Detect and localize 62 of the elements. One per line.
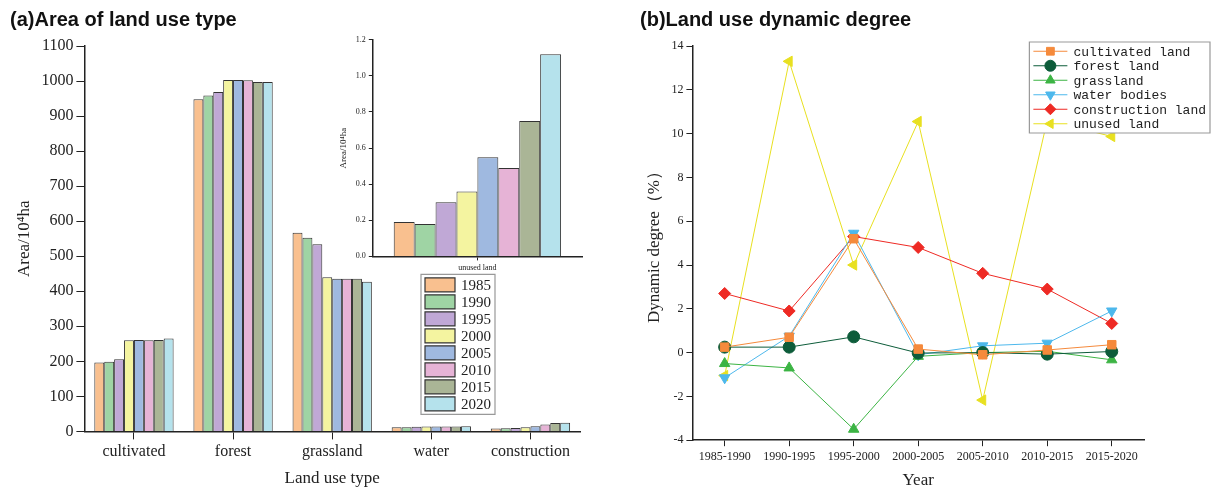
legend-label: forest land [1073, 59, 1160, 75]
y-tick-label: 0.6 [355, 143, 366, 153]
x-tick-label: 2005-2010 [956, 448, 1009, 463]
y-tick-label: 8 [677, 169, 684, 184]
legend-label: unused land [1073, 117, 1160, 133]
x-tick-label: water [413, 442, 450, 460]
y-tick-label: 500 [49, 246, 74, 264]
y-tick-label: 2 [677, 300, 684, 315]
x-tick-label: grassland [301, 442, 363, 461]
y-tick-label: 0 [677, 344, 684, 359]
y-tick-label: 0.0 [355, 251, 366, 261]
y-tick-label: 200 [49, 351, 74, 369]
y-tick-label: 1.0 [355, 70, 366, 80]
legend-label: cultivated land [1073, 44, 1191, 60]
y-tick-label: -4 [673, 432, 684, 447]
legend-label: 2010 [461, 361, 491, 378]
legend-label: 2015 [461, 378, 491, 395]
y-tick-label: 0.2 [355, 215, 366, 225]
y-tick-label: 1.2 [355, 34, 366, 44]
x-tick-label: 2015-2020 [1085, 448, 1138, 463]
x-tick-label: 1995-2000 [827, 448, 880, 463]
y-tick-label: 400 [49, 281, 74, 299]
x-tick-label: 2010-2015 [1021, 448, 1074, 463]
x-tick-label: 1990-1995 [763, 448, 816, 463]
y-tick-label: 0.4 [355, 179, 366, 189]
legend-label: 1985 [461, 276, 491, 293]
y-axis-title: Dynamic degree（%） [643, 163, 663, 324]
y-tick-label: 300 [49, 316, 74, 334]
x-tick-label: 2000-2005 [892, 448, 945, 463]
y-tick-label: 4 [677, 257, 684, 272]
legend-label: 2020 [461, 395, 491, 412]
y-tick-label: 0.8 [355, 107, 366, 117]
y-tick-label: 100 [49, 386, 74, 404]
x-tick-label: 1985-1990 [698, 448, 751, 463]
y-tick-label: 1100 [41, 36, 74, 54]
legend-label: 1990 [461, 293, 491, 310]
legend-label: construction land [1073, 102, 1206, 118]
y-tick-label: 600 [49, 211, 74, 229]
x-axis-title: Land use type [284, 468, 380, 488]
x-tick-label: construction [490, 442, 570, 460]
legend-label: water bodies [1073, 88, 1167, 104]
y-tick-label: 1000 [41, 71, 74, 89]
y-tick-label: 800 [49, 141, 74, 159]
legend-label: grassland [1073, 73, 1144, 89]
chart-title: (a)Area of land use type [10, 7, 237, 30]
y-tick-label: 10 [671, 125, 684, 140]
y-tick-label: -2 [673, 388, 684, 403]
x-axis-title: Year [902, 470, 935, 490]
x-tick-label: forest [214, 442, 252, 460]
legend-label: 2000 [461, 327, 491, 344]
chart-title: (b)Land use dynamic degree [640, 7, 912, 30]
y-tick-label: 900 [49, 106, 74, 124]
y-tick-label: 700 [49, 176, 74, 194]
y-tick-label: 12 [671, 81, 684, 96]
legend-label: 2005 [461, 344, 491, 361]
y-axis-title: Area/10⁴ha [337, 127, 348, 169]
y-tick-label: 14 [671, 38, 684, 53]
y-tick-label: 0 [65, 421, 74, 439]
legend-label: 1995 [461, 310, 491, 327]
y-tick-label: 6 [677, 213, 684, 228]
x-tick-label: cultivated [102, 442, 166, 460]
y-axis-title: Area/10⁴ha [13, 199, 33, 278]
